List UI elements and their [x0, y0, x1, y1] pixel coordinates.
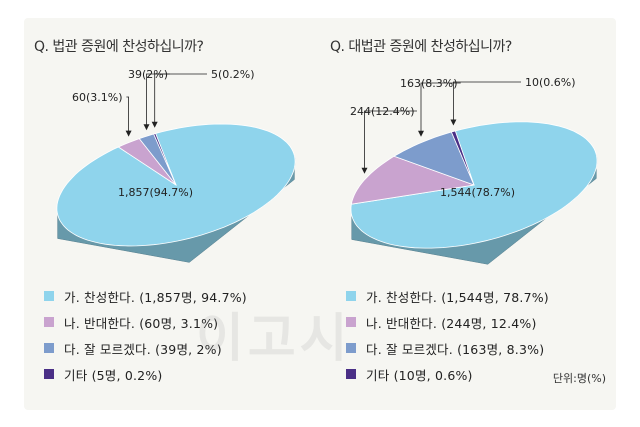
slice-label: 39(2%): [128, 68, 168, 81]
leader-arrow: [450, 119, 457, 126]
legend-right: 가. 찬성한다. (1,544명, 78.7%) 나. 반대한다. (244명,…: [346, 283, 549, 387]
leader-line: [420, 82, 461, 135]
legend-item: 가. 찬성한다. (1,544명, 78.7%): [346, 283, 549, 309]
leader-arrow: [418, 130, 424, 137]
leader-line: [364, 110, 417, 172]
legend-swatch: [44, 317, 54, 327]
slice-label: 60(3.1%): [72, 91, 123, 104]
legend-item: 기타 (10명, 0.6%): [346, 361, 549, 387]
legend-swatch: [44, 369, 54, 379]
legend-label: 나. 반대한다. (244명, 12.4%): [366, 315, 537, 331]
legend-label: 기타 (10명, 0.6%): [366, 367, 473, 383]
legend-label: 다. 잘 모르겠다. (39명, 2%): [64, 341, 222, 357]
legend-label: 나. 반대한다. (60명, 3.1%): [64, 315, 219, 331]
leader-line: [146, 73, 170, 129]
chart-title-left: Q. 법관 증원에 찬성하십니까?: [34, 39, 204, 55]
legend-item: 나. 반대한다. (60명, 3.1%): [44, 309, 247, 335]
legend-swatch: [44, 291, 54, 301]
legend-swatch: [346, 369, 356, 379]
pie-slice-unknown: [393, 131, 475, 186]
legend-label: 다. 잘 모르겠다. (163명, 8.3%): [366, 341, 545, 357]
legend-label: 기타 (5명, 0.2%): [64, 367, 163, 383]
leader-arrow: [143, 124, 150, 131]
chart-title-right: Q. 대법관 증원에 찬성하십니까?: [330, 39, 512, 55]
slice-label: 163(8.3%): [400, 77, 458, 90]
slice-label: 1,857(94.7%): [118, 186, 193, 199]
leader-line: [452, 81, 521, 124]
slice-label: 10(0.6%): [525, 76, 576, 89]
watermark: 이고시: [196, 309, 352, 369]
legend-item: 다. 잘 모르겠다. (163명, 8.3%): [346, 335, 549, 361]
leader-arrow: [361, 167, 368, 174]
leader-arrow: [125, 130, 132, 137]
legend-swatch: [346, 317, 356, 327]
legend-item: 다. 잘 모르겠다. (39명, 2%): [44, 335, 247, 361]
legend-swatch: [346, 291, 356, 301]
pie-slice-other: [153, 133, 177, 186]
legend-label: 가. 찬성한다. (1,857명, 94.7%): [64, 289, 247, 305]
unit-label: 단위:명(%): [552, 372, 606, 385]
legend-swatch: [44, 343, 54, 353]
leader-line: [126, 96, 130, 135]
slice-label: 244(12.4%): [350, 105, 415, 118]
pie-slice-other: [450, 130, 475, 186]
legend-left: 가. 찬성한다. (1,857명, 94.7%) 나. 반대한다. (60명, …: [44, 283, 247, 387]
slice-label: 1,544(78.7%): [440, 186, 515, 199]
legend-label: 가. 찬성한다. (1,544명, 78.7%): [366, 289, 549, 305]
legend-item: 나. 반대한다. (244명, 12.4%): [346, 309, 549, 335]
legend-swatch: [346, 343, 356, 353]
leader-line: [154, 73, 207, 126]
legend-item: 가. 찬성한다. (1,857명, 94.7%): [44, 283, 247, 309]
leader-arrow: [151, 121, 158, 128]
pie-slice-oppose: [350, 155, 475, 205]
slice-label: 5(0.2%): [211, 68, 255, 81]
legend-item: 기타 (5명, 0.2%): [44, 361, 247, 387]
